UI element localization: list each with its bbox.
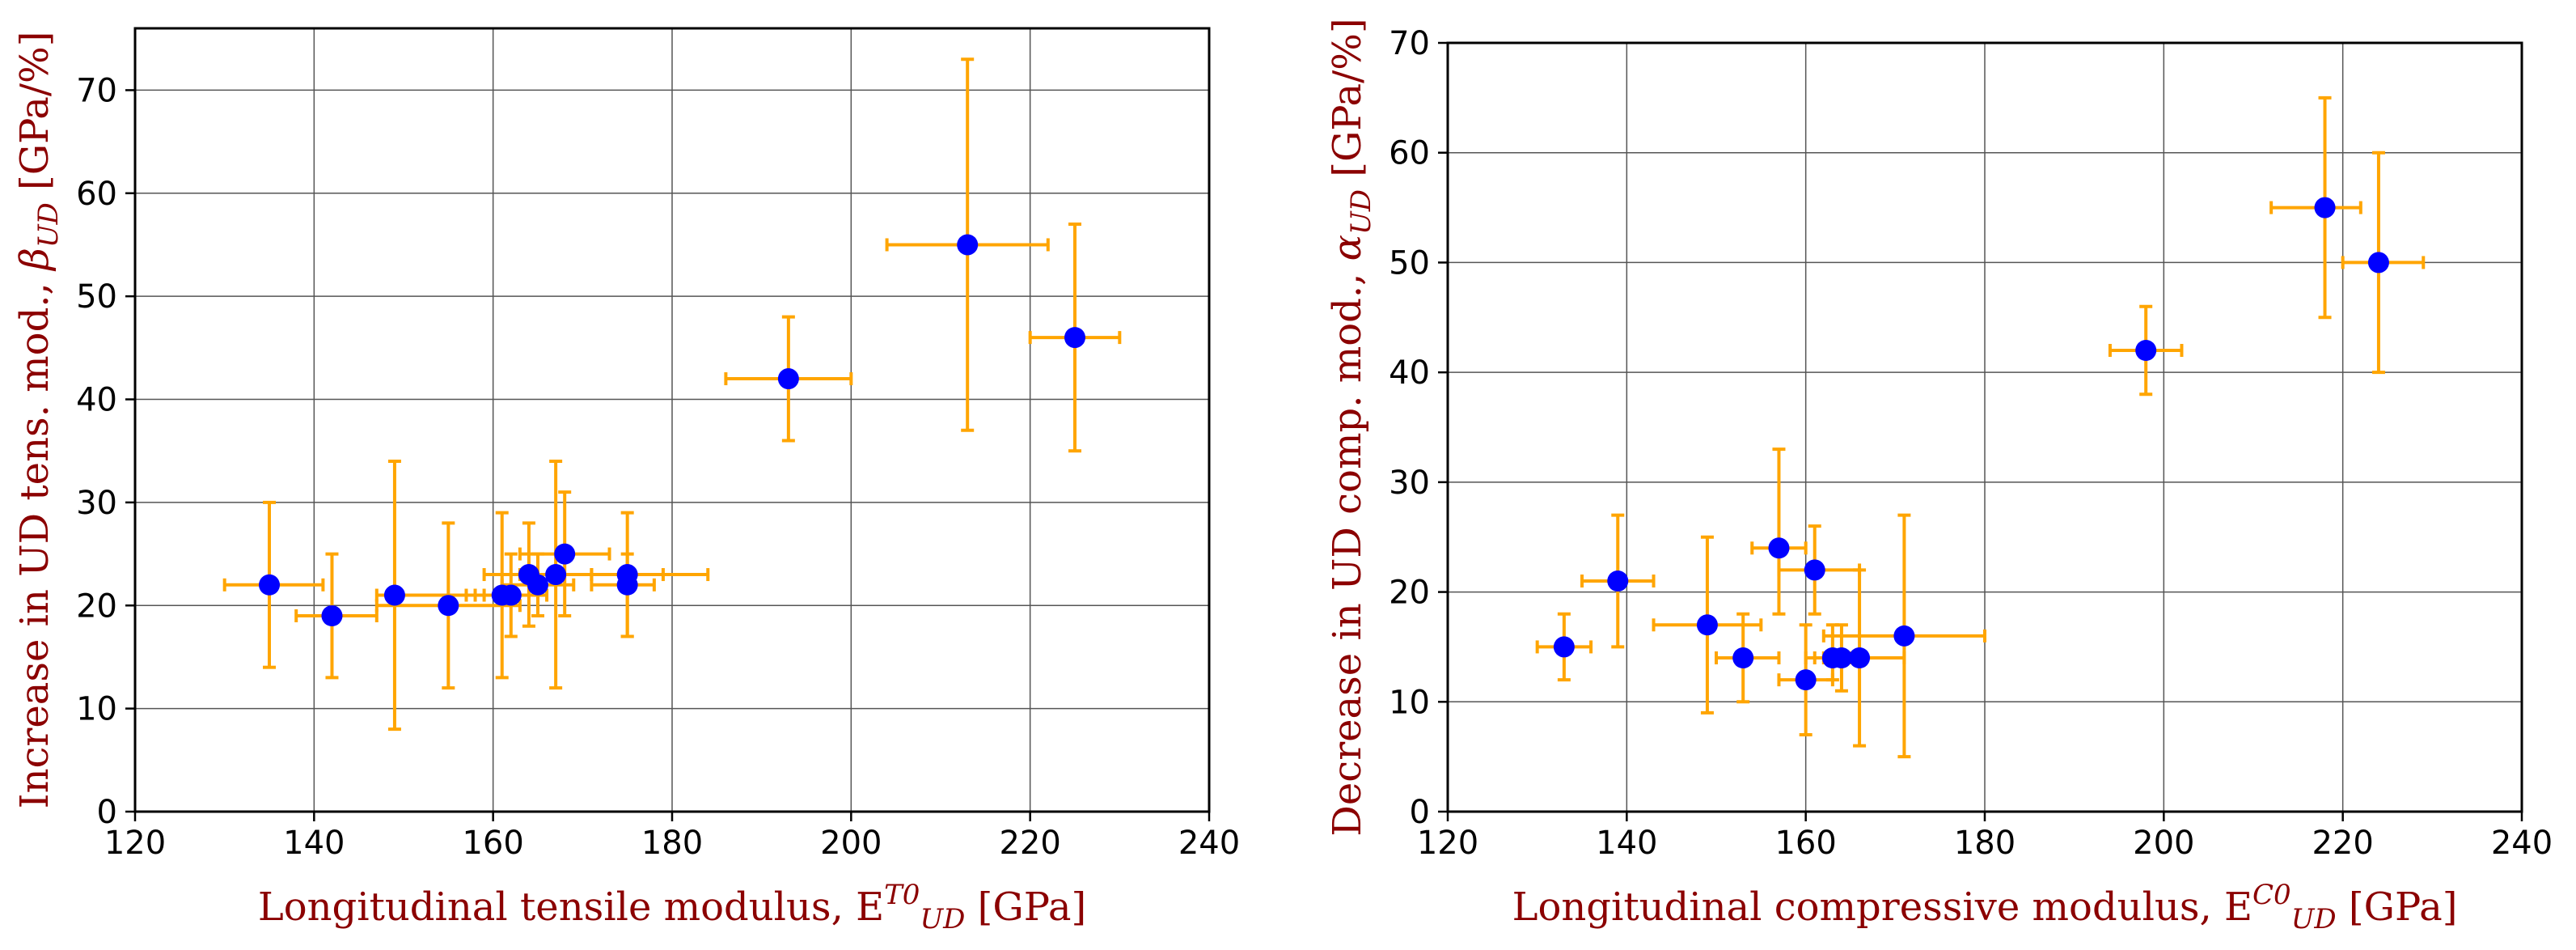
y-tick-label: 30 bbox=[1389, 464, 1430, 502]
data-point bbox=[2135, 340, 2157, 361]
data-point bbox=[383, 584, 405, 606]
x-tick-label: 240 bbox=[2491, 825, 2553, 862]
x-tick-label: 240 bbox=[1178, 825, 1240, 862]
y-tick-label: 0 bbox=[1410, 794, 1430, 831]
x-axis-ticks: 120 140 160 180 200 220 240 bbox=[1417, 812, 2553, 862]
y-tick-label: 70 bbox=[1389, 25, 1430, 62]
y-tick-label: 10 bbox=[1389, 684, 1430, 721]
data-point bbox=[1732, 647, 1754, 668]
y-tick-label: 70 bbox=[76, 72, 117, 109]
y-tick-label: 60 bbox=[76, 176, 117, 213]
x-tick-label: 120 bbox=[1417, 825, 1478, 862]
x-axis-label: Longitudinal compressive modulus, EC0UD … bbox=[1512, 879, 2458, 935]
y-axis-label: Decrease in UD comp. mod., αUD [GPa/%] bbox=[1325, 18, 1377, 836]
data-point bbox=[438, 595, 459, 617]
y-tick-label: 20 bbox=[76, 587, 117, 625]
y-tick-label: 60 bbox=[1389, 135, 1430, 172]
data-point bbox=[1696, 614, 1718, 636]
gridlines bbox=[135, 28, 1209, 812]
data-point bbox=[545, 564, 567, 586]
data-point bbox=[259, 574, 280, 596]
compressive-modulus-chart: 120 140 160 180 200 220 240 0 10 20 30 40 50 60 70 Long… bbox=[1325, 18, 2553, 935]
y-tick-label: 50 bbox=[1389, 244, 1430, 282]
x-tick-label: 140 bbox=[283, 825, 345, 862]
y-tick-label: 50 bbox=[76, 278, 117, 316]
x-tick-label: 180 bbox=[1954, 825, 2016, 862]
data-point bbox=[1804, 559, 1825, 581]
data-point bbox=[2314, 197, 2336, 218]
data-point bbox=[321, 605, 343, 626]
error-bars bbox=[1535, 95, 2426, 759]
x-tick-label: 200 bbox=[820, 825, 882, 862]
error-bar bbox=[1750, 447, 1808, 616]
data-point bbox=[1795, 669, 1817, 691]
y-tick-label: 20 bbox=[1389, 575, 1430, 612]
y-axis-ticks: 0 10 20 30 40 50 60 70 bbox=[1389, 25, 1448, 831]
data-point bbox=[1893, 625, 1915, 647]
data-point bbox=[1768, 537, 1790, 559]
data-points bbox=[259, 234, 1085, 626]
data-point bbox=[777, 368, 799, 390]
y-axis-label: Increase in UD tens. mod., βUD [GPa/%] bbox=[12, 32, 65, 809]
data-point bbox=[1553, 636, 1575, 658]
data-point bbox=[554, 543, 576, 565]
gridlines bbox=[1448, 43, 2522, 812]
y-axis-ticks: 0 10 20 30 40 50 60 70 bbox=[76, 72, 135, 831]
x-tick-label: 200 bbox=[2133, 825, 2194, 862]
x-tick-label: 220 bbox=[2312, 825, 2373, 862]
y-tick-label: 30 bbox=[76, 485, 117, 522]
x-tick-label: 120 bbox=[104, 825, 166, 862]
data-point bbox=[2367, 252, 2389, 274]
data-points bbox=[1553, 197, 2389, 691]
data-point bbox=[1830, 647, 1852, 668]
y-tick-label: 10 bbox=[76, 691, 117, 728]
x-tick-label: 160 bbox=[1774, 825, 1836, 862]
x-tick-label: 180 bbox=[641, 825, 703, 862]
x-axis-label: Longitudinal tensile modulus, ET0UD [GPa… bbox=[258, 879, 1086, 935]
data-point bbox=[1607, 570, 1629, 592]
y-tick-label: 40 bbox=[76, 382, 117, 419]
tensile-modulus-chart: 120 140 160 180 200 220 240 0 10 20 30 40 50 60 70 Long… bbox=[12, 27, 1240, 935]
y-tick-label: 40 bbox=[1389, 354, 1430, 392]
y-tick-label: 0 bbox=[97, 794, 117, 831]
data-point bbox=[957, 234, 979, 256]
x-tick-label: 160 bbox=[462, 825, 523, 862]
data-point bbox=[1064, 327, 1085, 349]
data-point bbox=[1849, 647, 1871, 668]
x-axis-ticks: 120 140 160 180 200 220 240 bbox=[104, 812, 1240, 862]
data-point bbox=[500, 584, 522, 606]
x-tick-label: 220 bbox=[999, 825, 1060, 862]
data-point bbox=[527, 574, 548, 596]
x-tick-label: 140 bbox=[1596, 825, 1657, 862]
data-point bbox=[616, 574, 638, 596]
